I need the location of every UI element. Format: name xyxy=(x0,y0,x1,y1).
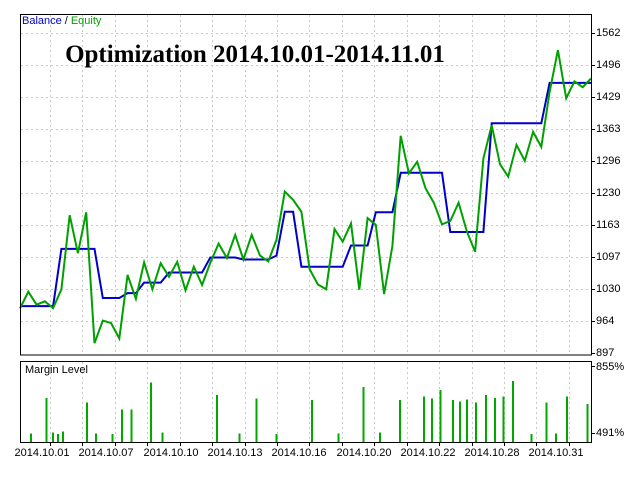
y-axis-label: 1030 xyxy=(596,283,621,295)
x-axis-date-label: 2014.10.22 xyxy=(400,447,456,459)
legend-separator: / xyxy=(64,15,68,27)
y-axis-label: 1097 xyxy=(596,251,621,263)
y-axis-label: 1363 xyxy=(596,123,621,135)
x-axis-date-label: 2014.10.28 xyxy=(464,447,520,459)
y-axis-label: 897 xyxy=(596,347,615,359)
y-axis-label: 1230 xyxy=(596,187,621,199)
y-axis-label: 1562 xyxy=(596,27,621,39)
y-axis-label: 1163 xyxy=(596,219,620,231)
y-axis-label: 1429 xyxy=(596,91,621,103)
x-axis-date-label: 2014.10.13 xyxy=(207,447,263,459)
margin-y-axis-label: 491% xyxy=(596,427,625,439)
equity-line xyxy=(19,49,592,344)
x-axis-date-label: 2014.10.01 xyxy=(14,447,70,459)
gridlines xyxy=(21,15,590,442)
y-axis-label: 964 xyxy=(596,315,615,327)
x-axis-date-label: 2014.10.20 xyxy=(336,447,392,459)
panel-borders xyxy=(20,14,595,446)
margin-panel-label: Margin Level xyxy=(25,364,88,376)
margin-y-axis-label: 855% xyxy=(596,361,625,373)
margin-level-bars xyxy=(29,380,589,443)
x-axis-date-label: 2014.10.10 xyxy=(143,447,199,459)
x-axis-date-label: 2014.10.31 xyxy=(528,447,584,459)
y-axis-label: 1296 xyxy=(596,155,621,167)
chart-title: Optimization 2014.10.01-2014.11.01 xyxy=(65,41,445,68)
y-axis-label: 1496 xyxy=(596,59,621,71)
x-axis-date-label: 2014.10.16 xyxy=(271,447,327,459)
legend-equity-label: Equity xyxy=(70,15,102,27)
x-axis-date-label: 2014.10.07 xyxy=(78,447,134,459)
legend-balance-label: Balance xyxy=(22,15,62,27)
balance-line xyxy=(20,81,591,308)
chart-legend: Balance / Equity xyxy=(22,15,101,28)
